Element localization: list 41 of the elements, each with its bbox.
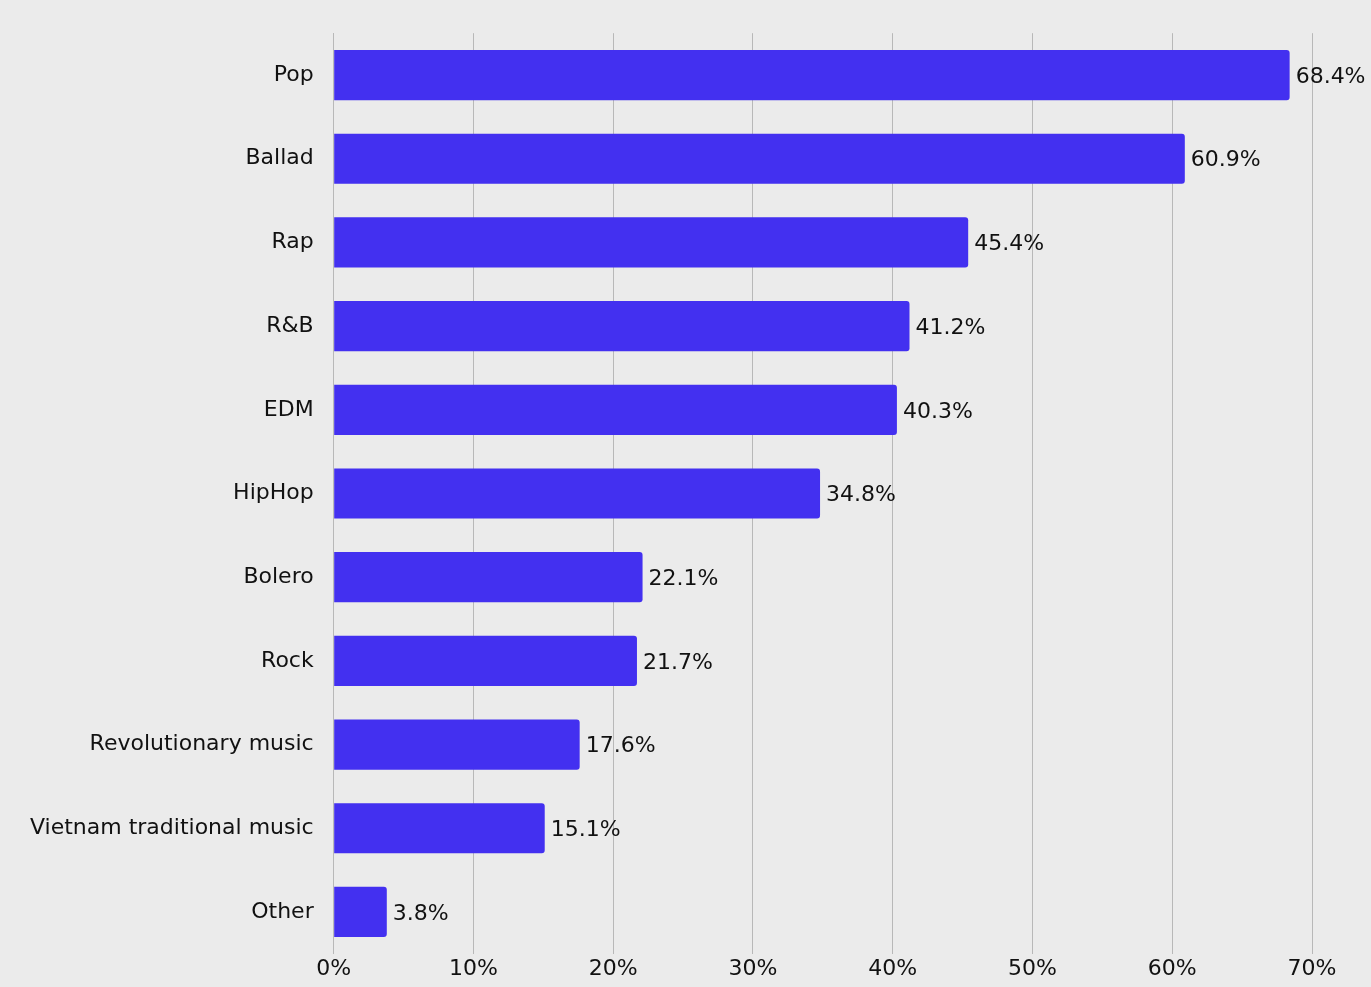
bar (334, 384, 897, 435)
y-tick-label: Ballad (245, 144, 314, 170)
y-tick-label: Vietnam traditional music (29, 813, 314, 839)
x-tick-label: 60% (1147, 954, 1197, 980)
x-tick-label: 30% (728, 954, 778, 980)
data-label: 68.4% (1295, 62, 1366, 88)
data-label: 40.3% (902, 397, 973, 423)
bar (334, 468, 821, 519)
x-tick-label: 10% (449, 954, 498, 980)
y-tick-label: Rock (261, 646, 314, 672)
y-tick-label: Pop (273, 60, 314, 86)
bar (334, 803, 545, 854)
bar (334, 719, 580, 770)
y-tick-label: Revolutionary music (89, 730, 314, 756)
data-label: 22.1% (648, 564, 719, 590)
data-label: 15.1% (550, 815, 621, 841)
y-tick-label: Rap (271, 228, 314, 254)
y-tick-label: Other (251, 897, 315, 923)
data-label: 60.9% (1190, 146, 1261, 172)
bar (334, 886, 387, 938)
y-tick-label: EDM (263, 395, 314, 421)
data-label: 21.7% (642, 648, 713, 674)
x-tick-label: 40% (868, 954, 918, 980)
bar (334, 301, 910, 352)
x-tick-label: 0% (316, 954, 352, 980)
x-tick-label: 20% (588, 954, 638, 980)
y-tick-label: Bolero (243, 562, 314, 588)
data-label: 45.4% (974, 230, 1045, 256)
x-tick-label: 50% (1008, 954, 1057, 980)
data-label: 34.8% (826, 481, 896, 507)
y-tick-label: R&B (266, 311, 314, 337)
bar (334, 49, 1290, 101)
bar (334, 133, 1185, 184)
bar (334, 217, 969, 268)
bar (334, 552, 643, 603)
data-label: 41.2% (915, 313, 986, 339)
y-tick-label: HipHop (233, 479, 314, 505)
data-label: 17.6% (585, 732, 656, 758)
x-tick-label: 70% (1287, 954, 1337, 980)
bar (334, 635, 637, 686)
data-label: 3.8% (392, 899, 449, 925)
